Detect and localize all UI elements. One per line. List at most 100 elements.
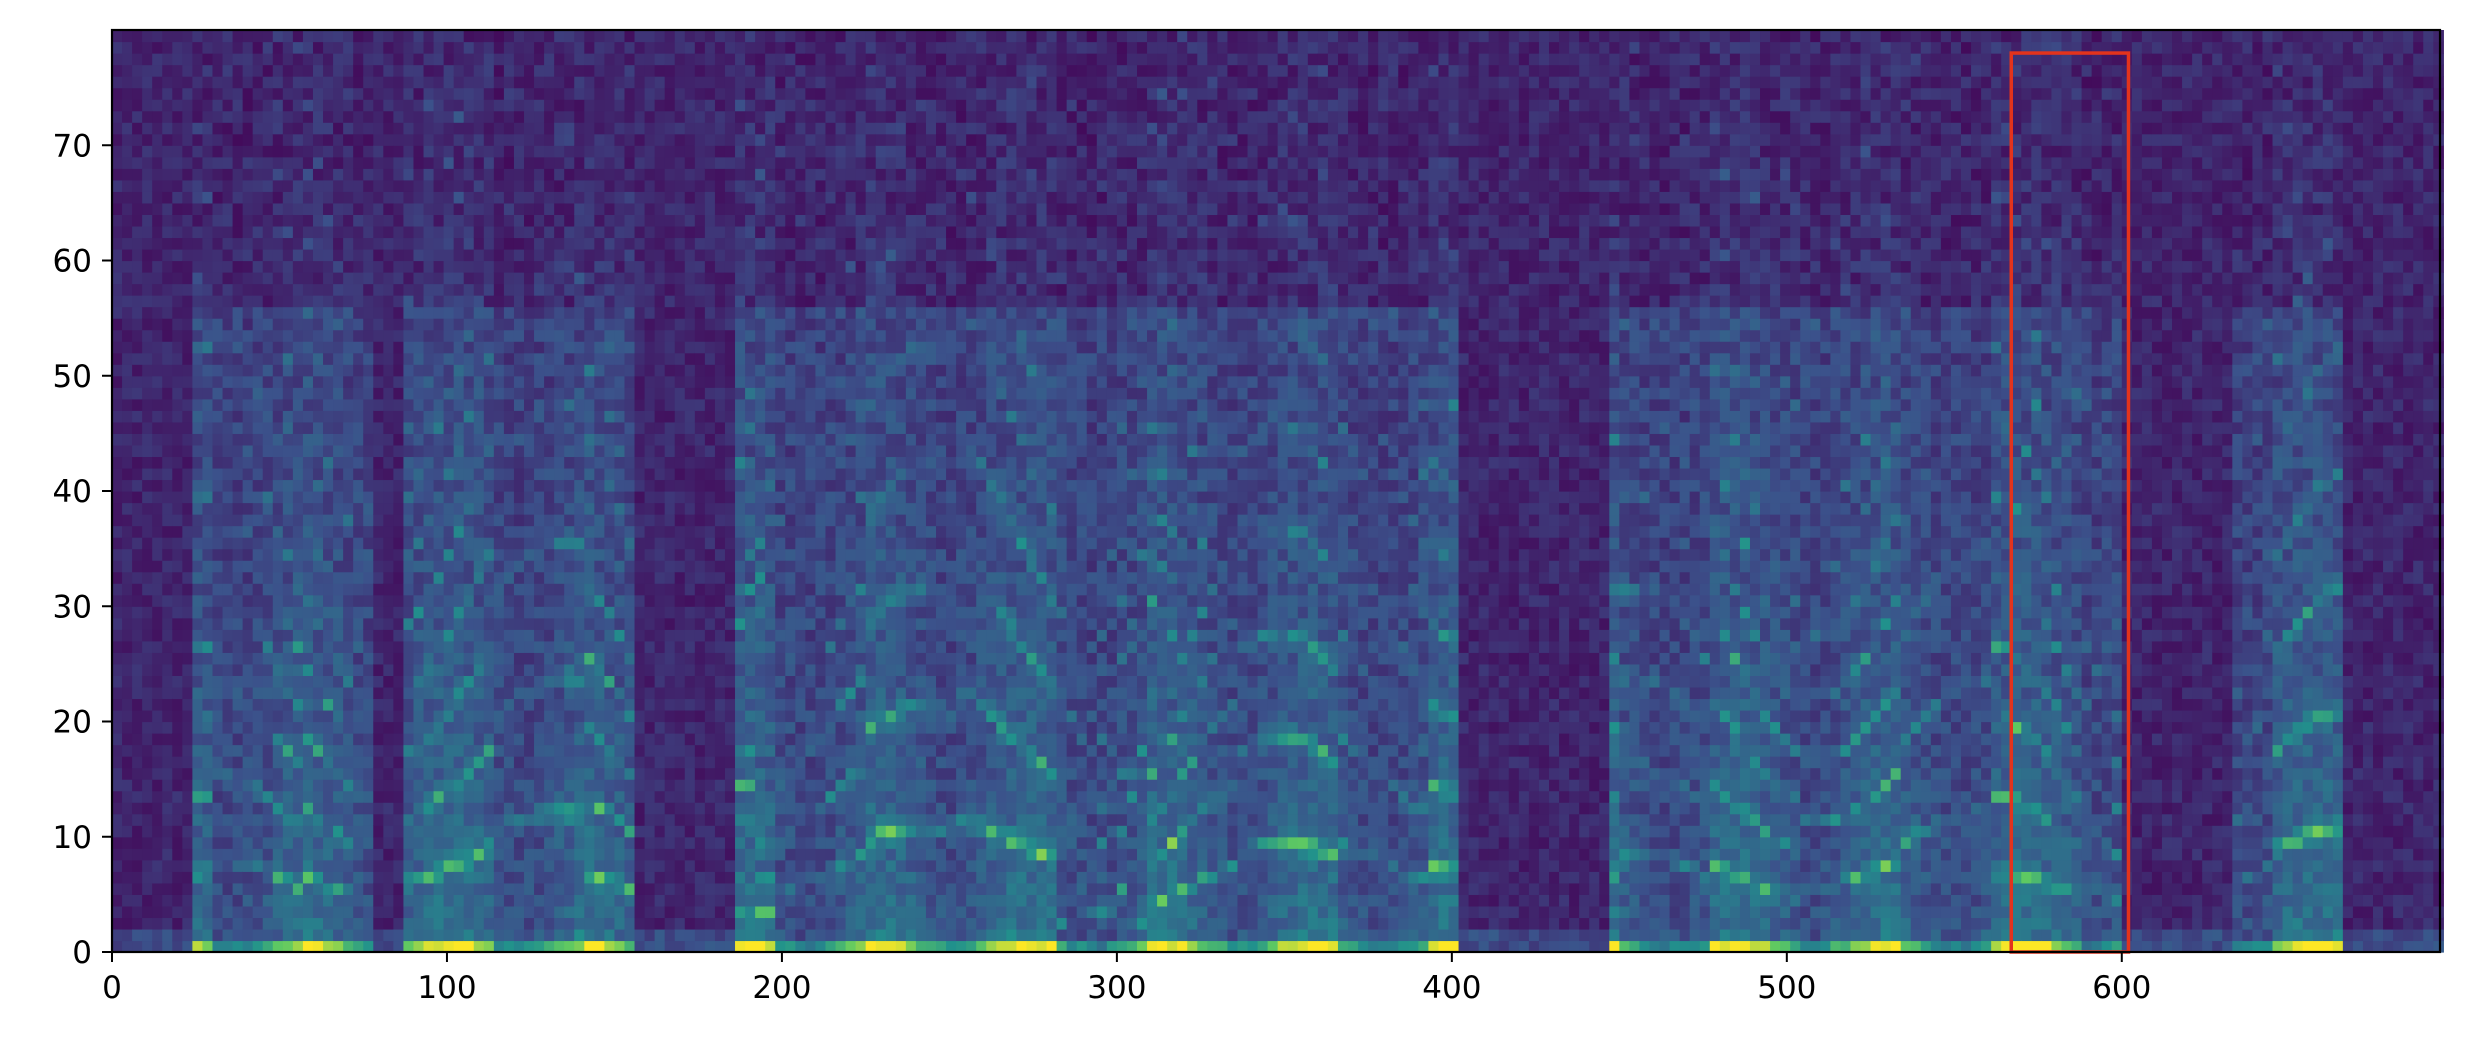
heatmap-cell bbox=[323, 283, 334, 296]
heatmap-cell bbox=[413, 53, 425, 66]
heatmap-cell bbox=[513, 260, 525, 273]
heatmap-cell bbox=[433, 433, 445, 446]
heatmap-cell bbox=[724, 295, 736, 308]
heatmap-cell bbox=[423, 640, 435, 653]
heatmap-cell bbox=[503, 248, 515, 262]
heatmap-cell bbox=[373, 76, 384, 89]
heatmap-cell bbox=[453, 894, 465, 907]
heatmap-cell bbox=[694, 525, 706, 538]
heatmap-cell bbox=[594, 491, 605, 504]
heatmap-cell bbox=[162, 479, 173, 492]
heatmap-cell bbox=[292, 179, 304, 192]
heatmap-cell bbox=[564, 940, 575, 953]
heatmap-cell bbox=[473, 318, 485, 331]
heatmap-cell bbox=[503, 387, 515, 400]
heatmap-cell bbox=[302, 421, 314, 434]
heatmap-cell bbox=[473, 894, 485, 907]
heatmap-cell bbox=[674, 248, 686, 262]
heatmap-cell bbox=[272, 905, 284, 919]
heatmap-cell bbox=[524, 525, 535, 538]
heatmap-cell bbox=[242, 30, 254, 43]
heatmap-cell bbox=[393, 122, 405, 135]
heatmap-cell bbox=[192, 260, 204, 273]
heatmap-cell bbox=[704, 341, 716, 354]
heatmap-cell bbox=[694, 329, 706, 342]
heatmap-cell bbox=[503, 329, 515, 342]
heatmap-cell bbox=[483, 617, 495, 630]
heatmap-cell bbox=[312, 744, 324, 757]
heatmap-cell bbox=[724, 779, 736, 792]
heatmap-cell bbox=[192, 398, 204, 411]
heatmap-cell bbox=[312, 629, 324, 642]
heatmap-cell bbox=[714, 744, 726, 757]
heatmap-cell bbox=[162, 364, 173, 377]
heatmap-cell bbox=[212, 756, 224, 769]
heatmap-cell bbox=[604, 733, 616, 746]
heatmap-cell bbox=[413, 744, 425, 757]
heatmap-cell bbox=[222, 283, 234, 296]
heatmap-cell bbox=[292, 905, 304, 919]
heatmap-cell bbox=[634, 295, 646, 308]
heatmap-cell bbox=[292, 225, 304, 239]
heatmap-cell bbox=[413, 64, 425, 77]
heatmap-cell bbox=[483, 433, 495, 446]
heatmap-cell bbox=[323, 802, 334, 815]
heatmap-cell bbox=[624, 825, 636, 838]
heatmap-cell bbox=[152, 779, 163, 792]
heatmap-cell bbox=[604, 548, 616, 561]
heatmap-cell bbox=[473, 756, 485, 769]
heatmap-cell bbox=[503, 940, 515, 953]
heatmap-cell bbox=[172, 375, 183, 388]
heatmap-cell bbox=[724, 87, 736, 100]
heatmap-cell bbox=[182, 502, 193, 515]
heatmap-cell bbox=[483, 272, 495, 285]
heatmap-cell bbox=[654, 663, 666, 676]
heatmap-cell bbox=[333, 709, 344, 723]
heatmap-cell bbox=[554, 87, 565, 100]
heatmap-cell bbox=[242, 191, 254, 204]
heatmap-cell bbox=[192, 525, 204, 538]
heatmap-cell bbox=[694, 145, 706, 158]
heatmap-cell bbox=[142, 30, 153, 43]
heatmap-cell bbox=[312, 156, 324, 169]
heatmap-cell bbox=[292, 767, 304, 780]
heatmap-cell bbox=[252, 191, 264, 204]
heatmap-cell bbox=[674, 721, 686, 734]
heatmap-cell bbox=[524, 467, 535, 481]
heatmap-cell bbox=[162, 514, 173, 527]
heatmap-cell bbox=[282, 387, 294, 400]
heatmap-cell bbox=[493, 502, 505, 515]
heatmap-cell bbox=[403, 375, 415, 388]
heatmap-cell bbox=[574, 744, 585, 757]
heatmap-cell bbox=[202, 859, 214, 872]
heatmap-cell bbox=[333, 283, 344, 296]
heatmap-cell bbox=[443, 456, 455, 469]
heatmap-cell bbox=[493, 248, 505, 262]
heatmap-cell bbox=[544, 571, 555, 584]
heatmap-cell bbox=[704, 398, 716, 411]
heatmap-cell bbox=[212, 248, 224, 262]
heatmap-cell bbox=[142, 594, 153, 607]
heatmap-cell bbox=[674, 410, 686, 423]
heatmap-cell bbox=[353, 882, 364, 895]
heatmap-cell bbox=[212, 156, 224, 169]
heatmap-cell bbox=[242, 341, 254, 354]
heatmap-cell bbox=[524, 375, 535, 388]
heatmap-cell bbox=[634, 882, 646, 895]
heatmap-cell bbox=[473, 272, 485, 285]
heatmap-cell bbox=[524, 537, 535, 550]
heatmap-cell bbox=[353, 214, 364, 227]
heatmap-cell bbox=[413, 537, 425, 550]
heatmap-cell bbox=[493, 560, 505, 573]
heatmap-cell bbox=[222, 64, 234, 77]
heatmap-cell bbox=[644, 571, 656, 584]
heatmap-cell bbox=[483, 905, 495, 919]
heatmap-cell bbox=[262, 329, 274, 342]
heatmap-cell bbox=[222, 260, 234, 273]
heatmap-cell bbox=[453, 87, 465, 100]
heatmap-cell bbox=[312, 456, 324, 469]
heatmap-cell bbox=[232, 248, 244, 262]
heatmap-cell bbox=[132, 237, 143, 250]
heatmap-cell bbox=[624, 652, 636, 665]
heatmap-cell bbox=[363, 663, 374, 676]
